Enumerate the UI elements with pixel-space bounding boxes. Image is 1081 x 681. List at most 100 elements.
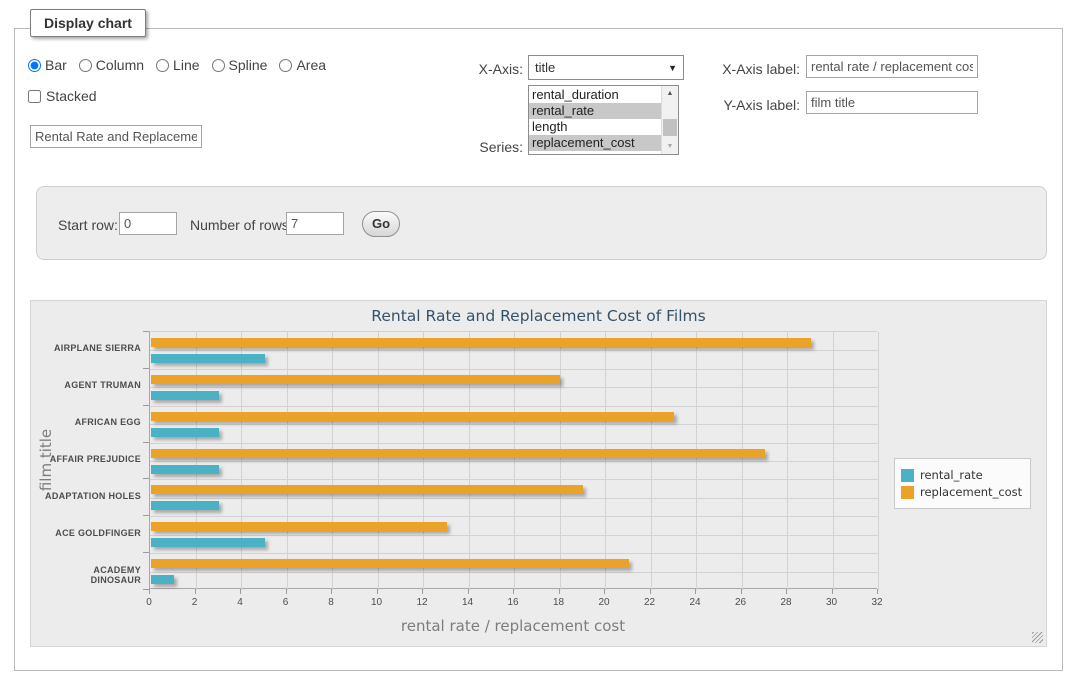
gridline-row-boundary	[150, 516, 878, 518]
radio-spline[interactable]	[211, 58, 225, 72]
x-tick-label: 30	[825, 597, 838, 608]
chart-legend: rental_rate replacement_cost	[894, 458, 1032, 509]
number-of-rows-input[interactable]	[286, 212, 344, 235]
bar-replacement_cost	[151, 448, 766, 458]
chart-type-option-column[interactable]: Column	[78, 57, 145, 73]
bar-replacement_cost	[151, 485, 584, 495]
x-tick-label: 2	[191, 597, 198, 608]
x-tick-mark	[740, 589, 742, 594]
legend-swatch-rental_rate	[901, 468, 914, 482]
x-tick-mark	[604, 589, 605, 594]
series-option-rental_rate[interactable]: rental_rate	[529, 103, 661, 119]
radio-line[interactable]	[156, 58, 170, 72]
x-tick-mark	[513, 589, 514, 594]
legend-item-replacement_cost: replacement_cost	[901, 485, 1022, 499]
series-option-rental_duration[interactable]: rental_duration	[532, 87, 619, 102]
x-axis-select-label: X-Axis:	[478, 61, 523, 77]
x-tick-label: 18	[552, 597, 565, 608]
legend-swatch-replacement_cost	[901, 485, 914, 499]
series-list-label: Series:	[479, 139, 523, 155]
y-tick-mark	[143, 515, 149, 517]
x-axis-selected-value: title	[535, 60, 556, 75]
number-of-rows-label: Number of rows:	[190, 217, 293, 233]
start-row-label: Start row:	[58, 217, 118, 233]
y-tick-mark	[143, 367, 149, 369]
resize-handle[interactable]	[1032, 632, 1043, 643]
stacked-checkbox[interactable]	[28, 89, 41, 103]
radio-area[interactable]	[279, 58, 293, 72]
chart-container: Rental Rate and Replacement Cost of Film…	[30, 300, 1047, 647]
y-tick-mark	[143, 552, 149, 554]
bar-rental_rate	[151, 390, 220, 400]
x-tick-mark	[422, 589, 423, 594]
gridline-row-boundary	[150, 442, 878, 444]
x-tick-mark	[240, 589, 241, 594]
x-tick-mark	[649, 589, 651, 594]
y-tick-mark	[143, 441, 149, 443]
x-tick-label: 32	[871, 597, 883, 608]
gridline-row-center	[150, 571, 878, 573]
x-tick-label: 10	[370, 597, 383, 608]
gridline-row-center	[150, 534, 878, 536]
x-tick-label: 26	[734, 597, 747, 608]
x-tick-mark	[376, 589, 378, 594]
legend-label: replacement_cost	[920, 485, 1023, 499]
series-options: rental_duration rental_rate length replacem…	[529, 86, 661, 154]
chart-type-option-area[interactable]: Area	[279, 57, 326, 73]
x-tick-label: 8	[328, 597, 334, 608]
scroll-down-icon[interactable]: ▼	[662, 139, 678, 154]
x-axis-label-input[interactable]	[806, 55, 978, 78]
series-option-length[interactable]: length	[532, 119, 568, 134]
x-tick-label: 4	[237, 597, 243, 608]
bar-rental_rate	[151, 575, 174, 585]
start-row-input[interactable]	[119, 212, 177, 235]
chart-type-label: Spline	[228, 57, 268, 73]
scroll-up-icon[interactable]: ▲	[662, 86, 678, 101]
bar-rental_rate	[151, 501, 220, 511]
x-tick-label: 22	[643, 597, 656, 608]
chart-title: Rental Rate and Replacement Cost of Film…	[371, 307, 706, 325]
chart-type-options: Bar Column Line Spline Area	[28, 57, 326, 73]
chart-type-option-spline[interactable]: Spline	[211, 57, 268, 73]
y-category-label: AFRICAN EGG	[74, 417, 141, 428]
gridline-row-center	[150, 497, 878, 499]
series-option-replacement_cost[interactable]: replacement_cost	[529, 135, 661, 151]
x-axis-label-label: X-Axis label:	[722, 61, 800, 77]
x-tick-mark	[467, 589, 469, 594]
go-button[interactable]: Go	[362, 211, 400, 237]
gridline-row-boundary	[150, 368, 878, 370]
x-tick-label: 6	[282, 597, 289, 608]
bar-rental_rate	[151, 427, 220, 437]
chart-title-input[interactable]	[30, 125, 202, 148]
x-tick-mark	[877, 589, 878, 594]
bar-rental_rate	[151, 538, 265, 548]
x-tick-label: 28	[780, 597, 792, 608]
scroll-thumb[interactable]	[663, 119, 677, 136]
legend-label: rental_rate	[920, 468, 983, 482]
bar-replacement_cost	[151, 559, 629, 569]
y-category-label: ACADEMY DINOSAUR	[90, 564, 141, 585]
series-scrollbar[interactable]: ▲ ▼	[661, 86, 678, 154]
x-axis-select[interactable]: title ▼	[528, 55, 684, 80]
chart-type-option-bar[interactable]: Bar	[28, 57, 67, 73]
y-tick-mark	[143, 404, 149, 406]
bar-rental_rate	[151, 464, 220, 474]
y-axis-label-input[interactable]	[806, 91, 978, 114]
x-tick-mark	[558, 589, 560, 594]
bar-replacement_cost	[151, 522, 447, 532]
gridline-row-center	[150, 350, 878, 352]
x-tick-mark	[695, 589, 696, 594]
gridline-row-center	[150, 461, 878, 462]
series-listbox[interactable]: rental_duration rental_rate length replacem…	[528, 85, 679, 155]
radio-column[interactable]	[78, 58, 92, 72]
x-tick-mark	[149, 589, 150, 594]
y-category-label: AGENT TRUMAN	[64, 380, 141, 391]
gridline-x-32	[878, 332, 879, 590]
chart-type-option-line[interactable]: Line	[156, 57, 200, 73]
radio-bar[interactable]	[28, 58, 41, 72]
chart-type-label: Column	[95, 57, 145, 73]
chart-type-label: Area	[296, 57, 327, 73]
stacked-option[interactable]: Stacked	[28, 88, 97, 104]
y-axis-label-label: Y-Axis label:	[723, 97, 800, 113]
bar-replacement_cost	[151, 374, 561, 384]
